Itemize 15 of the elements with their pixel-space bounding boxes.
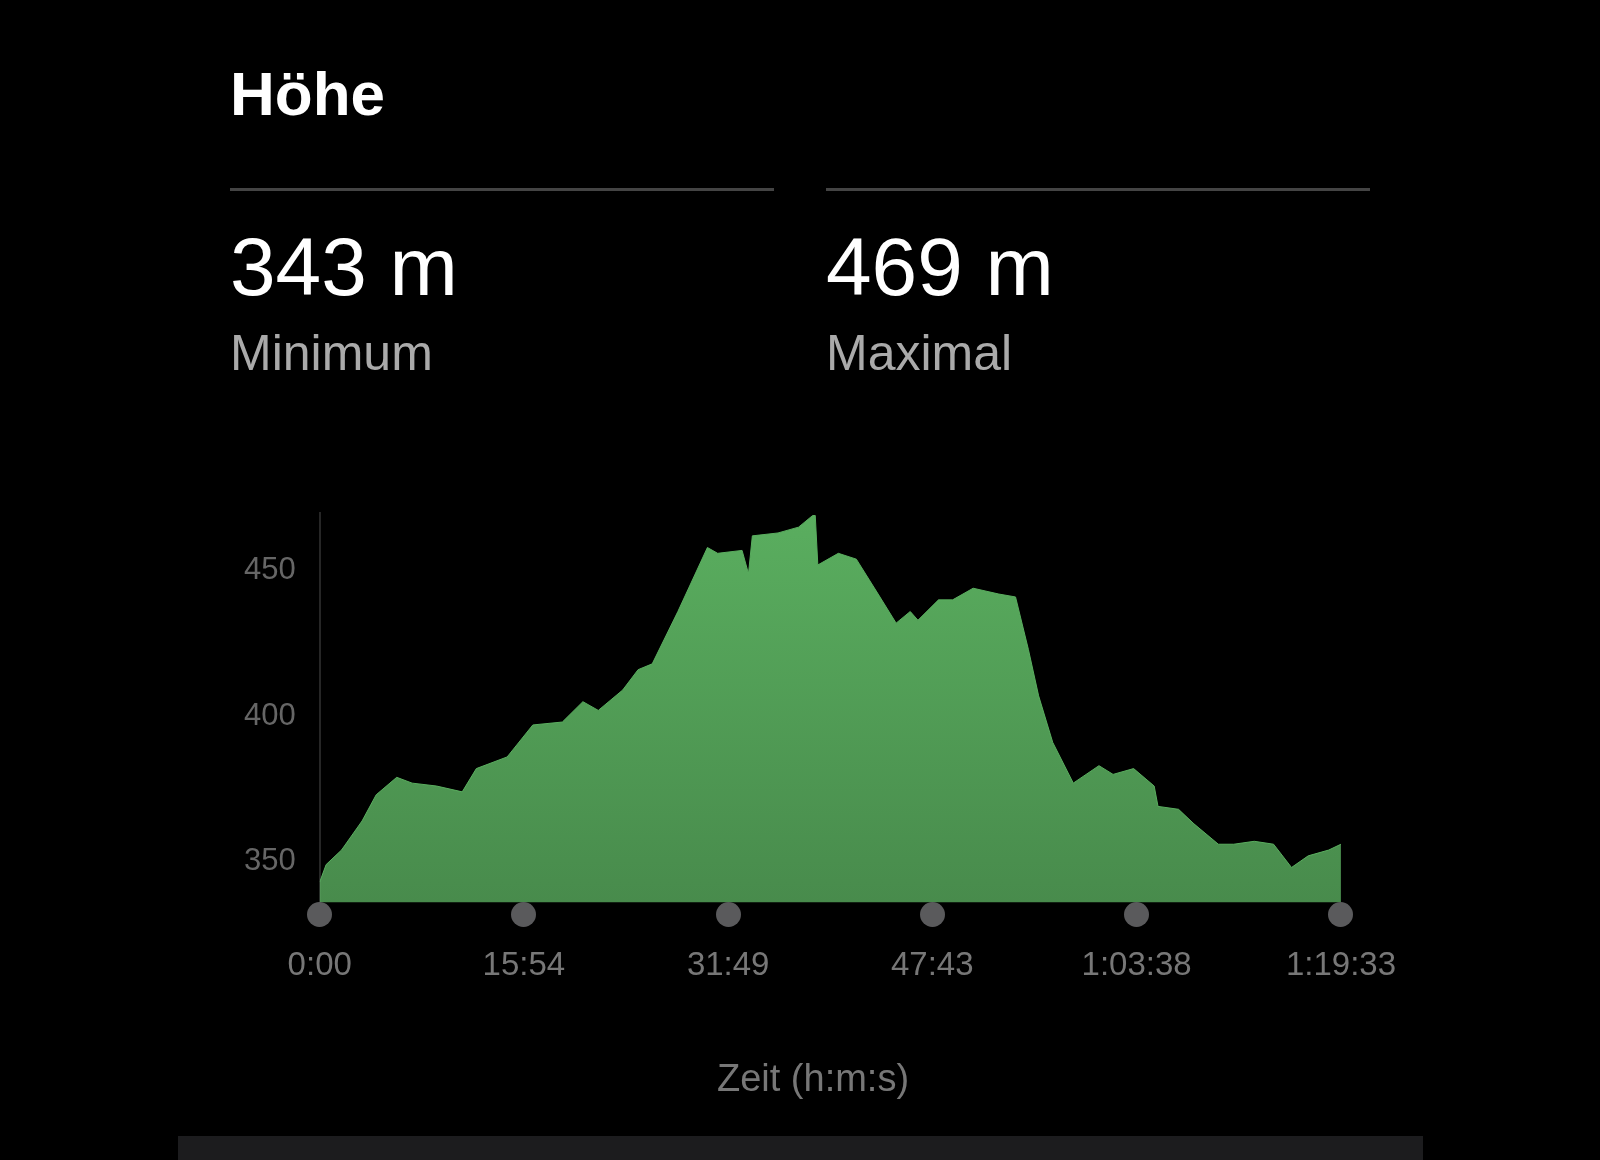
text: 469 m [826,221,1054,312]
x-axis-title: Zeit (h:m:s) [715,1057,911,1100]
text: Maximal [826,324,1013,383]
y-tick-label: 400 [243,696,296,732]
x-tick-label: 15:54 [482,945,566,983]
text: Minimum [230,324,433,383]
y-tick-label: 450 [243,551,296,587]
y-tick-label: 350 [243,842,296,878]
x-tick-label: 1:19:33 [1285,945,1396,983]
x-tick-label: 31:49 [686,945,770,983]
x-tick-label: 47:43 [890,945,974,983]
x-tick-label: 1:03:38 [1081,945,1192,983]
x-tick-label: 0:00 [287,945,352,983]
text: 343 m [230,221,458,312]
chart-title: Höhe [230,58,385,129]
